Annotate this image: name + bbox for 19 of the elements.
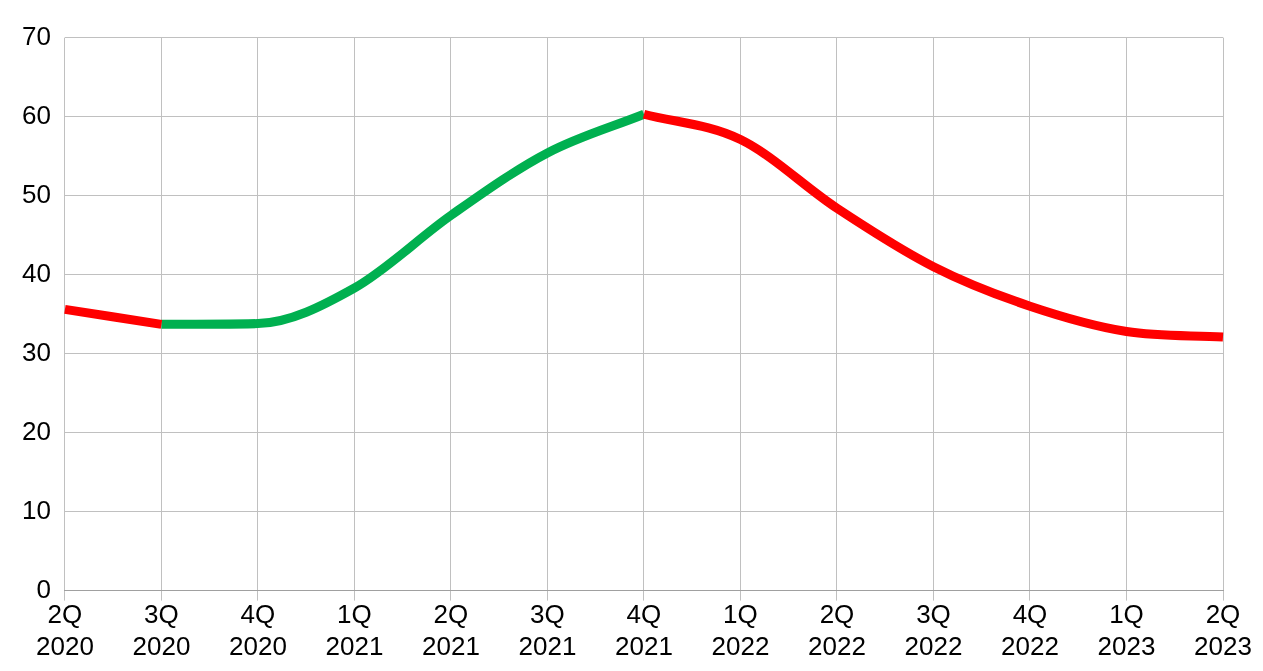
x-tick-label: 1Q 2022 — [711, 599, 770, 661]
x-tick-label: 1Q 2021 — [325, 599, 384, 661]
y-tick-label: 60 — [22, 99, 51, 130]
x-tick-label: 1Q 2023 — [1097, 599, 1156, 661]
x-tick-label: 3Q 2020 — [132, 599, 191, 661]
y-tick-label: 30 — [22, 336, 51, 367]
x-tick-label: 2Q 2022 — [808, 599, 866, 661]
x-tick-label: 3Q 2022 — [904, 599, 963, 661]
x-tick-label: 3Q 2021 — [518, 599, 577, 661]
x-tick-label: 2Q 2023 — [1194, 599, 1252, 661]
y-tick-label: 20 — [22, 415, 51, 446]
x-tick-label: 4Q 2022 — [1001, 599, 1059, 661]
y-tick-label: 10 — [22, 494, 51, 525]
y-tick-label: 50 — [22, 178, 51, 209]
y-tick-label: 40 — [22, 257, 51, 288]
x-tick-label: 4Q 2021 — [615, 599, 673, 661]
x-tick-label: 2Q 2021 — [422, 599, 480, 661]
y-tick-label: 70 — [22, 20, 51, 51]
x-tick-label: 4Q 2020 — [229, 599, 287, 661]
